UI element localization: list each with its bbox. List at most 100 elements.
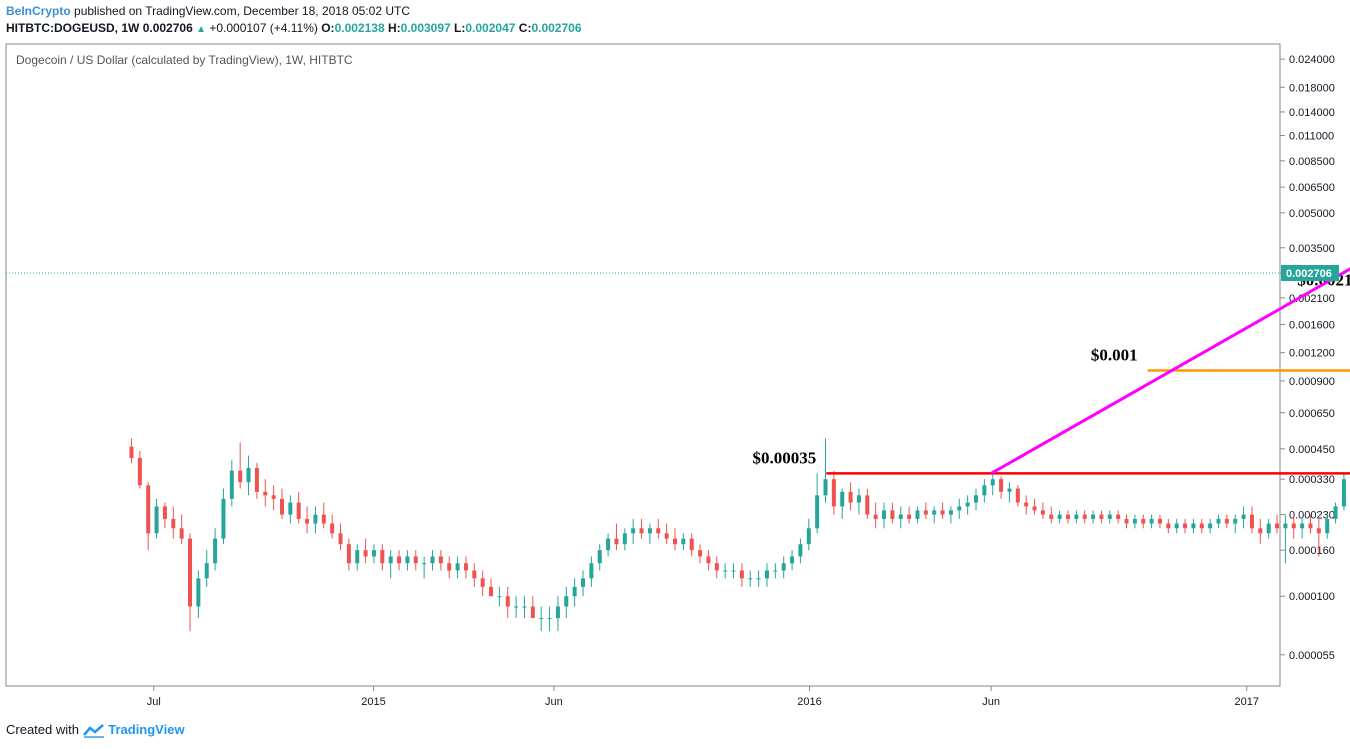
candle xyxy=(1275,514,1280,534)
open-value: 0.002138 xyxy=(334,21,385,35)
candle-body xyxy=(606,538,611,551)
publisher-name[interactable]: BeInCrypto xyxy=(6,4,71,18)
candle xyxy=(773,563,778,579)
x-tick-label: 2016 xyxy=(797,696,821,708)
price-chart[interactable]: Dogecoin / US Dollar (calculated by Trad… xyxy=(0,40,1350,718)
candle-body xyxy=(1300,523,1305,529)
x-axis: Jul2015Jun2016Jun2017Jun2018Jun2019Jun xyxy=(147,686,1259,708)
candle xyxy=(865,488,870,519)
candle xyxy=(1116,510,1121,524)
y-tick-label: 0.008500 xyxy=(1289,156,1335,168)
candle xyxy=(689,533,694,557)
candle-body xyxy=(907,514,912,519)
candle xyxy=(990,470,995,496)
candle-body xyxy=(489,586,494,597)
candle-body xyxy=(555,606,560,619)
tradingview-link[interactable]: TradingView xyxy=(108,722,185,737)
open-label: O: xyxy=(321,21,335,35)
candle-body xyxy=(1015,488,1020,503)
candle xyxy=(204,550,209,587)
candle xyxy=(1191,518,1196,534)
candle-body xyxy=(940,510,945,515)
candle-body xyxy=(739,570,744,579)
footer: Created with TradingView xyxy=(6,722,185,738)
candle xyxy=(1266,518,1271,539)
candle xyxy=(1241,506,1246,529)
candle-body xyxy=(137,457,142,486)
candle xyxy=(388,550,393,579)
high-label: H: xyxy=(387,21,401,35)
candle xyxy=(798,538,803,564)
candle xyxy=(1099,510,1104,524)
candle-body xyxy=(188,538,193,607)
y-axis: 0.024000 0.018000 0.014000 0.011000 0.008500… xyxy=(1280,54,1335,662)
candle-body xyxy=(1233,518,1238,524)
candle xyxy=(497,586,502,607)
candle xyxy=(714,556,719,579)
candle xyxy=(1325,514,1330,539)
candle xyxy=(965,495,970,515)
candle-body xyxy=(948,510,953,515)
candle xyxy=(380,544,385,571)
candle-body xyxy=(129,446,134,458)
candle-body xyxy=(698,550,703,557)
chart-title: Dogecoin / US Dollar (calculated by Trad… xyxy=(16,53,353,67)
candle-body xyxy=(915,510,920,519)
trend-line[interactable] xyxy=(990,44,1350,475)
candle xyxy=(154,498,159,539)
candle xyxy=(1258,518,1263,545)
candle-body xyxy=(764,570,769,579)
x-tick-label: Jun xyxy=(545,696,563,708)
candle-body xyxy=(1341,479,1346,507)
candle xyxy=(840,488,845,519)
candle xyxy=(505,586,510,619)
y-tick-label: 0.018000 xyxy=(1289,82,1335,94)
candle-body xyxy=(397,556,402,564)
candle xyxy=(622,528,627,551)
candle-body xyxy=(815,495,820,529)
candle xyxy=(1308,514,1313,534)
candle-body xyxy=(622,533,627,545)
candle-body xyxy=(338,533,343,545)
candle-body xyxy=(196,578,201,607)
candle xyxy=(1065,510,1070,524)
y-tick-label: 0.000330 xyxy=(1289,474,1335,486)
candle-body xyxy=(171,518,176,529)
candle xyxy=(313,506,318,534)
candle-body xyxy=(1258,528,1263,534)
candle xyxy=(1132,514,1137,529)
candle xyxy=(405,550,410,571)
candle-body xyxy=(1275,523,1280,529)
candle xyxy=(982,479,987,503)
candle-body xyxy=(639,528,644,534)
x-tick-label: Jun xyxy=(982,696,1000,708)
candle xyxy=(1249,506,1254,534)
candle-body xyxy=(1283,523,1288,529)
candle xyxy=(413,550,418,571)
candle-body xyxy=(1116,514,1121,519)
candle-body xyxy=(790,556,795,564)
candle-body xyxy=(238,470,243,483)
candle xyxy=(1082,510,1087,524)
candle-body xyxy=(1132,518,1137,524)
candle xyxy=(321,502,326,529)
candle-body xyxy=(263,491,268,496)
candle-body xyxy=(614,538,619,545)
candle xyxy=(948,506,953,524)
candle-body xyxy=(1124,518,1129,524)
candle xyxy=(229,460,234,507)
candle xyxy=(196,570,201,619)
candle-body xyxy=(1208,523,1213,529)
candle-body xyxy=(798,544,803,557)
candle xyxy=(455,556,460,579)
y-tick-label: 0.000160 xyxy=(1289,545,1335,557)
candle xyxy=(1174,518,1179,534)
candle-body xyxy=(1249,514,1254,529)
publish-info: BeInCrypto published on TradingView.com,… xyxy=(6,4,410,18)
candle-body xyxy=(856,495,861,503)
candle-body xyxy=(806,528,811,545)
candle xyxy=(572,578,577,607)
candle-body xyxy=(581,578,586,587)
candle xyxy=(296,491,301,524)
candle xyxy=(213,528,218,571)
